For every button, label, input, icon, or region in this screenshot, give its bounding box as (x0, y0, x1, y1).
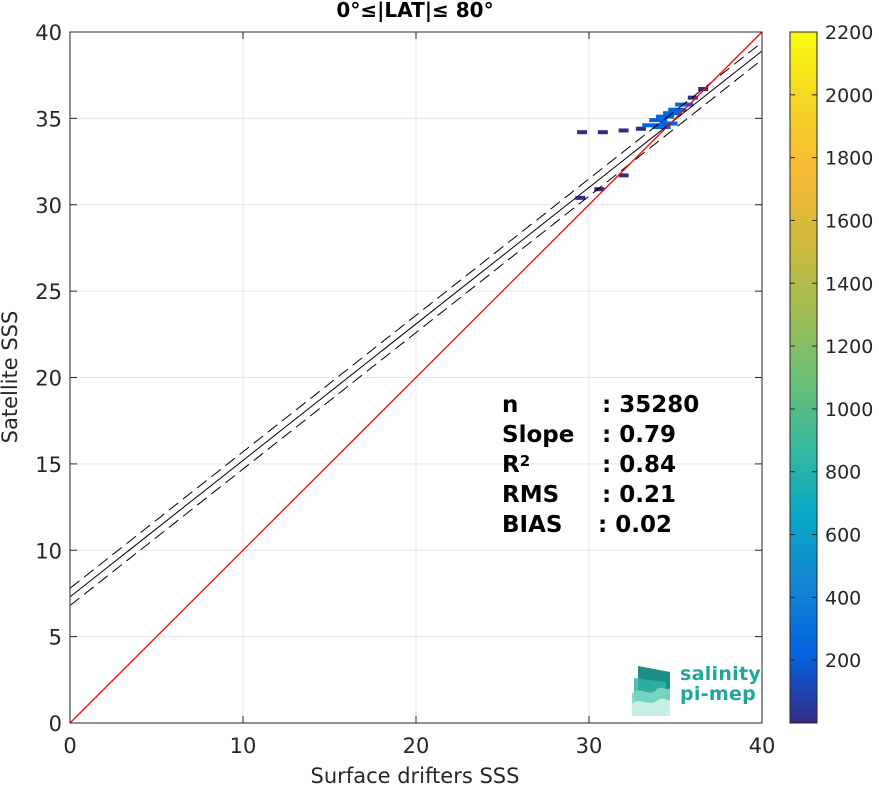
regression-line (69, 50, 763, 598)
y-tick-label: 30 (35, 194, 62, 218)
colorbar-tick-label: 1600 (825, 210, 873, 232)
density-cell (698, 87, 709, 92)
y-tick-label: 0 (49, 712, 62, 736)
y-tick-label: 35 (35, 107, 62, 131)
density-cell (618, 173, 629, 178)
colorbar-tick-label: 200 (825, 650, 861, 672)
density-cell (642, 123, 661, 128)
logo-waves-icon (632, 666, 670, 716)
identity-line (69, 31, 763, 724)
density-cell (687, 95, 698, 100)
density-cell (668, 107, 687, 112)
density-cell (675, 102, 694, 107)
density-cell (575, 195, 586, 200)
y-tick-label: 20 (35, 367, 62, 391)
y-tick-label: 40 (35, 21, 62, 45)
chart-title: 0°≤|LAT|≤ 80° (336, 0, 493, 22)
logo-text: salinity pi-mep (680, 664, 761, 704)
density-cell (656, 114, 675, 119)
stat-r2-label: R2 (502, 450, 530, 482)
x-tick-label: 0 (63, 734, 76, 758)
stat-r2-superscript: 2 (519, 452, 531, 470)
confidence-band-line (69, 41, 763, 589)
density-cell (597, 130, 608, 135)
colorbar-tick-label: 800 (825, 462, 861, 484)
stat-bias-value: : 0.02 (598, 512, 672, 538)
stat-n-value: : 35280 (602, 392, 700, 418)
y-tick-label: 15 (35, 453, 62, 477)
colorbar-tick-label: 400 (825, 587, 861, 609)
x-axis-label: Surface drifters SSS (311, 764, 520, 786)
y-tick-label: 5 (49, 626, 62, 650)
grid-lines (70, 32, 762, 723)
colorbar-tick-label: 1000 (825, 399, 873, 421)
fit-lines (69, 31, 763, 724)
density-cell (652, 125, 671, 130)
stat-slope-label: Slope (502, 422, 575, 448)
colorbar-tick-label: 2200 (825, 22, 873, 44)
stat-r2-value: : 0.84 (602, 452, 676, 478)
density-cell (594, 187, 605, 192)
density-cell (635, 126, 646, 131)
colorbar-tick-label: 1200 (825, 336, 873, 358)
stat-r2-label-text: R (502, 452, 520, 478)
y-axis-ticks: 0 5 10 15 20 25 30 35 40 (35, 21, 762, 736)
density-cell (577, 130, 588, 135)
density-cell (649, 118, 668, 123)
colorbar-tick-label: 1800 (825, 148, 873, 170)
colorbar-tick-label: 600 (825, 525, 861, 547)
colorbar-tick-label: 1400 (825, 273, 873, 295)
stat-n-label: n (502, 392, 519, 418)
x-tick-label: 40 (749, 734, 776, 758)
stat-rms-value: : 0.21 (602, 482, 676, 508)
colorbar-ticks: 200 400 600 800 1000 1200 1400 1600 1800 2000 2200 (790, 22, 873, 672)
confidence-band-line (69, 59, 763, 606)
y-axis-label: Satellite SSS (0, 311, 22, 444)
x-tick-label: 30 (576, 734, 603, 758)
x-axis-ticks: 0 10 20 30 40 (63, 32, 775, 758)
y-tick-label: 25 (35, 280, 62, 304)
density-cell (618, 128, 629, 133)
salinity-pi-mep-logo: salinity pi-mep (630, 664, 761, 716)
x-tick-label: 20 (403, 734, 430, 758)
y-tick-label: 10 (35, 539, 62, 563)
logo-line1: salinity (680, 663, 762, 685)
stat-rms-label: RMS (502, 482, 560, 508)
logo-line2: pi-mep (680, 683, 757, 705)
colorbar (789, 31, 818, 724)
stat-bias-label: BIAS (502, 512, 563, 538)
stat-slope-value: : 0.79 (602, 422, 676, 448)
x-tick-label: 10 (230, 734, 257, 758)
density-cell (659, 121, 678, 126)
colorbar-tick-label: 2000 (825, 85, 873, 107)
